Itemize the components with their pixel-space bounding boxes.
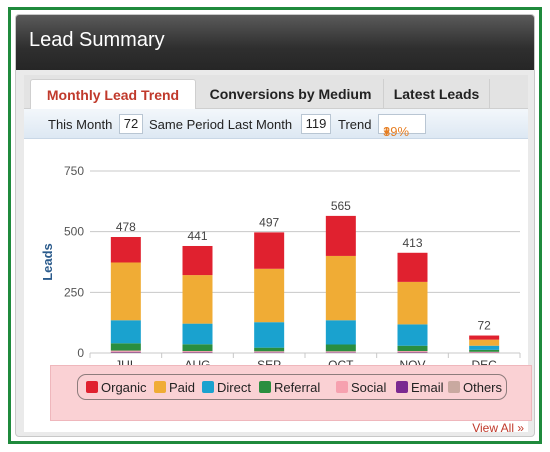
bar-segment-organic-dec	[469, 335, 500, 340]
legend-item-organic[interactable]: Organic	[86, 380, 147, 396]
legend-swatch	[259, 381, 271, 393]
legend-item-email[interactable]: Email	[396, 380, 444, 396]
x-tick-label: JUL	[115, 358, 137, 365]
bar-segment-social-aug	[182, 351, 213, 353]
bar-segment-paid-aug	[182, 275, 213, 324]
bar-total-label: 565	[331, 199, 351, 213]
x-tick-label: SEP	[257, 358, 281, 365]
bar-segment-social-nov	[397, 351, 428, 353]
bar-segment-direct-sep	[254, 322, 285, 348]
bar-total-label: 413	[402, 236, 422, 250]
bar-segment-social-jul	[110, 350, 141, 352]
legend-swatch	[154, 381, 166, 393]
bar-segment-organic-nov	[397, 252, 428, 282]
this-month-value: 72	[119, 114, 143, 134]
tab-latest-leads[interactable]: Latest Leads	[384, 79, 490, 109]
bar-total-label: 497	[259, 215, 279, 229]
legend-item-referral[interactable]: Referral	[259, 380, 320, 396]
bar-segment-social-sep	[254, 351, 285, 353]
y-tick-label: 750	[64, 164, 84, 178]
legend-label: Others	[463, 380, 503, 395]
y-tick-label: 0	[77, 346, 84, 360]
legend-label: Paid	[169, 380, 196, 395]
legend-swatch	[448, 381, 460, 393]
legend-label: Email	[411, 380, 444, 395]
y-tick-label: 250	[64, 285, 84, 299]
bar-segment-direct-jul	[110, 320, 141, 344]
bar-segment-paid-jul	[110, 262, 141, 321]
legend-label: Direct	[217, 380, 251, 395]
trend-value: 39%	[383, 124, 410, 139]
tab-content: This Month 72 Same Period Last Month 119…	[24, 109, 532, 435]
same-period-label: Same Period Last Month	[149, 117, 293, 132]
panel-title: Lead Summary	[29, 29, 165, 51]
bar-segment-organic-jul	[110, 237, 141, 263]
bar-segment-organic-sep	[254, 232, 285, 269]
legend-item-direct[interactable]: Direct	[202, 380, 251, 396]
legend-item-paid[interactable]: Paid	[154, 380, 195, 396]
trend-badge: 🠟 39%	[378, 114, 426, 139]
bar-segment-paid-dec	[469, 339, 500, 346]
x-tick-label: AUG	[184, 358, 210, 365]
stats-bar: This Month 72 Same Period Last Month 119…	[24, 109, 528, 139]
arrow-down-icon: 🠟	[383, 126, 391, 138]
lead-trend-chart: 0 250 500 750 Leads 478 JUL 441 AUG 497 SEP 565 OCT 4…	[40, 164, 521, 365]
y-tick-label: 500	[64, 225, 84, 239]
legend-item-others[interactable]: Others	[448, 380, 502, 396]
widget-frame: Lead Summary Monthly Lead Trend Conversi…	[8, 7, 542, 444]
chart-legend: Organic Paid Direct Referral Social Email Othe…	[77, 374, 507, 400]
bar-segment-referral-dec	[469, 349, 500, 352]
bar-segment-email-jul	[110, 351, 141, 353]
this-month-label: This Month	[48, 117, 113, 132]
bar-segment-social-dec	[469, 351, 500, 353]
bar-segment-organic-oct	[325, 215, 356, 256]
bar-segment-paid-oct	[325, 255, 356, 321]
legend-area: Organic Paid Direct Referral Social Email Othe…	[50, 365, 532, 421]
lead-summary-panel: Lead Summary Monthly Lead Trend Conversi…	[15, 14, 535, 437]
bar-segment-direct-oct	[325, 320, 356, 345]
bar-segment-paid-sep	[254, 268, 285, 323]
x-tick-label: DEC	[471, 358, 497, 365]
legend-swatch	[86, 381, 98, 393]
bar-segment-direct-dec	[469, 345, 500, 350]
trend-label: Trend	[338, 117, 372, 132]
bar-total-label: 72	[477, 319, 491, 333]
bar-total-label: 478	[116, 220, 136, 234]
bar-segment-direct-aug	[182, 323, 213, 345]
bar-segment-referral-nov	[397, 345, 428, 352]
legend-label: Organic	[101, 380, 147, 395]
bar-segment-referral-sep	[254, 347, 285, 352]
tab-bar: Monthly Lead Trend Conversions by Medium…	[24, 75, 528, 110]
bar-segment-direct-nov	[397, 324, 428, 346]
legend-swatch	[202, 381, 214, 393]
legend-item-social[interactable]: Social	[336, 380, 386, 396]
legend-swatch	[396, 381, 408, 393]
tab-conversions-by-medium[interactable]: Conversions by Medium	[198, 79, 384, 109]
bar-segment-referral-oct	[325, 344, 356, 352]
view-all-link[interactable]: View All »	[472, 421, 524, 435]
legend-label: Social	[351, 380, 387, 395]
bar-segment-organic-aug	[182, 245, 213, 276]
tab-monthly-lead-trend[interactable]: Monthly Lead Trend	[30, 79, 196, 110]
x-tick-label: NOV	[399, 358, 425, 365]
bar-segment-social-oct	[325, 351, 356, 353]
bar-segment-referral-aug	[182, 344, 213, 352]
bar-segment-paid-nov	[397, 281, 428, 325]
y-axis-label: Leads	[40, 243, 55, 281]
bar-total-label: 441	[187, 229, 207, 243]
x-tick-label: OCT	[328, 358, 354, 365]
panel-header: Lead Summary	[16, 15, 534, 70]
legend-label: Referral	[274, 380, 321, 395]
legend-swatch	[336, 381, 348, 393]
bar-segment-referral-jul	[110, 343, 141, 351]
same-period-value: 119	[301, 114, 331, 134]
